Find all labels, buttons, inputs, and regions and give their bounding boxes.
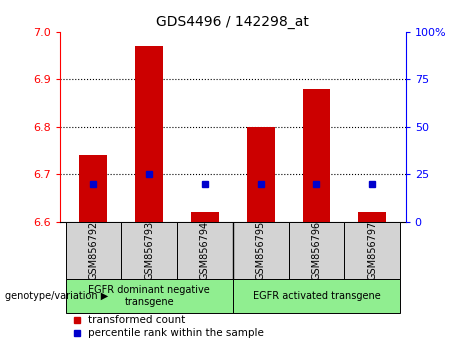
Text: percentile rank within the sample: percentile rank within the sample: [88, 328, 264, 338]
FancyBboxPatch shape: [65, 279, 233, 313]
FancyBboxPatch shape: [289, 222, 344, 279]
FancyBboxPatch shape: [65, 222, 121, 279]
Text: EGFR activated transgene: EGFR activated transgene: [253, 291, 380, 301]
Text: GSM856794: GSM856794: [200, 221, 210, 280]
Text: GSM856795: GSM856795: [256, 221, 266, 280]
Text: GSM856796: GSM856796: [312, 221, 321, 280]
Bar: [302, 89, 331, 222]
Text: GSM856797: GSM856797: [367, 221, 377, 280]
FancyBboxPatch shape: [121, 222, 177, 279]
Text: genotype/variation ▶: genotype/variation ▶: [5, 291, 108, 301]
Bar: [79, 155, 107, 222]
Bar: [191, 212, 219, 222]
Text: GSM856792: GSM856792: [89, 221, 98, 280]
FancyBboxPatch shape: [233, 222, 289, 279]
Text: transformed count: transformed count: [88, 315, 185, 325]
Text: GSM856793: GSM856793: [144, 221, 154, 280]
FancyBboxPatch shape: [177, 222, 233, 279]
FancyBboxPatch shape: [233, 279, 400, 313]
FancyBboxPatch shape: [344, 222, 400, 279]
Bar: [247, 127, 275, 222]
Title: GDS4496 / 142298_at: GDS4496 / 142298_at: [156, 16, 309, 29]
Text: EGFR dominant negative
transgene: EGFR dominant negative transgene: [88, 285, 210, 307]
Bar: [135, 46, 163, 222]
Bar: [358, 212, 386, 222]
